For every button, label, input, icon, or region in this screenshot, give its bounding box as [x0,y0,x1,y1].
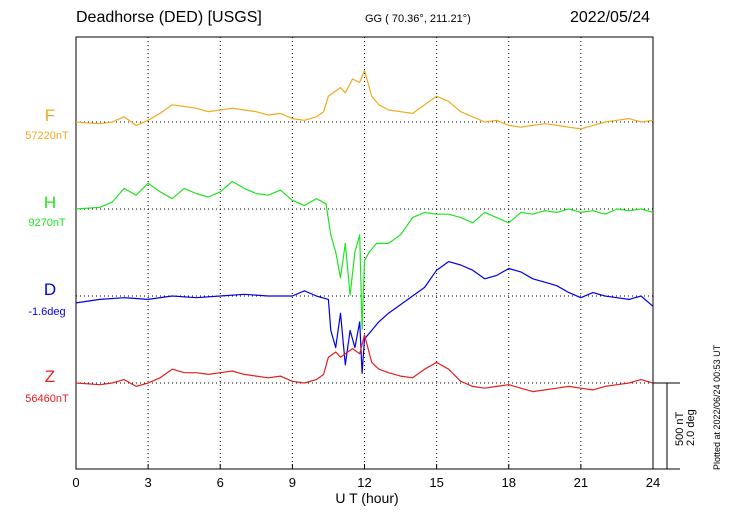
data-series [75,69,654,393]
channel-name-f: F [45,106,55,125]
channel-baseline-h: 9270nT [28,217,66,229]
scale-bar-nt-label: 500 nT [674,411,686,446]
x-tick-label-6: 6 [217,475,224,490]
x-tick-label-3: 3 [145,475,152,490]
x-tick-label-9: 9 [289,475,296,490]
channel-name-h: H [44,193,56,212]
x-axis-ticks: 0 3 6 9 12 15 18 21 24 [72,464,660,490]
series-line-h [75,180,654,330]
grid-lines [147,37,582,469]
channel-labels: F 57220nT H 9270nT D -1.6deg Z 56460nT [25,106,69,405]
plotted-timestamp: Plotted at 2022/06/24 00:53 UT [712,344,722,470]
channel-name-d: D [44,280,56,299]
scale-bar-deg-label: 2.0 deg [685,409,697,446]
series-line-z [75,334,654,393]
x-tick-label-24: 24 [646,475,660,490]
x-tick-label-15: 15 [429,475,443,490]
x-tick-label-21: 21 [574,475,588,490]
channel-baseline-z: 56460nT [25,393,69,405]
scale-bar: 500 nT 2.0 deg [653,382,697,470]
series-line-d [75,261,654,374]
station-title: Deadhorse (DED) [USGS] [76,9,262,26]
channel-baseline-d: -1.6deg [28,306,65,318]
x-tick-label-18: 18 [502,475,516,490]
channel-name-z: Z [45,367,55,386]
baseline-lines [76,121,653,384]
series-line-f [75,69,654,130]
x-axis-label: U T (hour) [335,490,398,506]
plot-date: 2022/05/24 [570,9,651,26]
station-coordinates: GG ( 70.36°, 211.21°) [365,13,471,25]
x-tick-label-0: 0 [72,475,79,490]
channel-baseline-f: 57220nT [25,130,69,142]
x-tick-label-12: 12 [357,475,371,490]
